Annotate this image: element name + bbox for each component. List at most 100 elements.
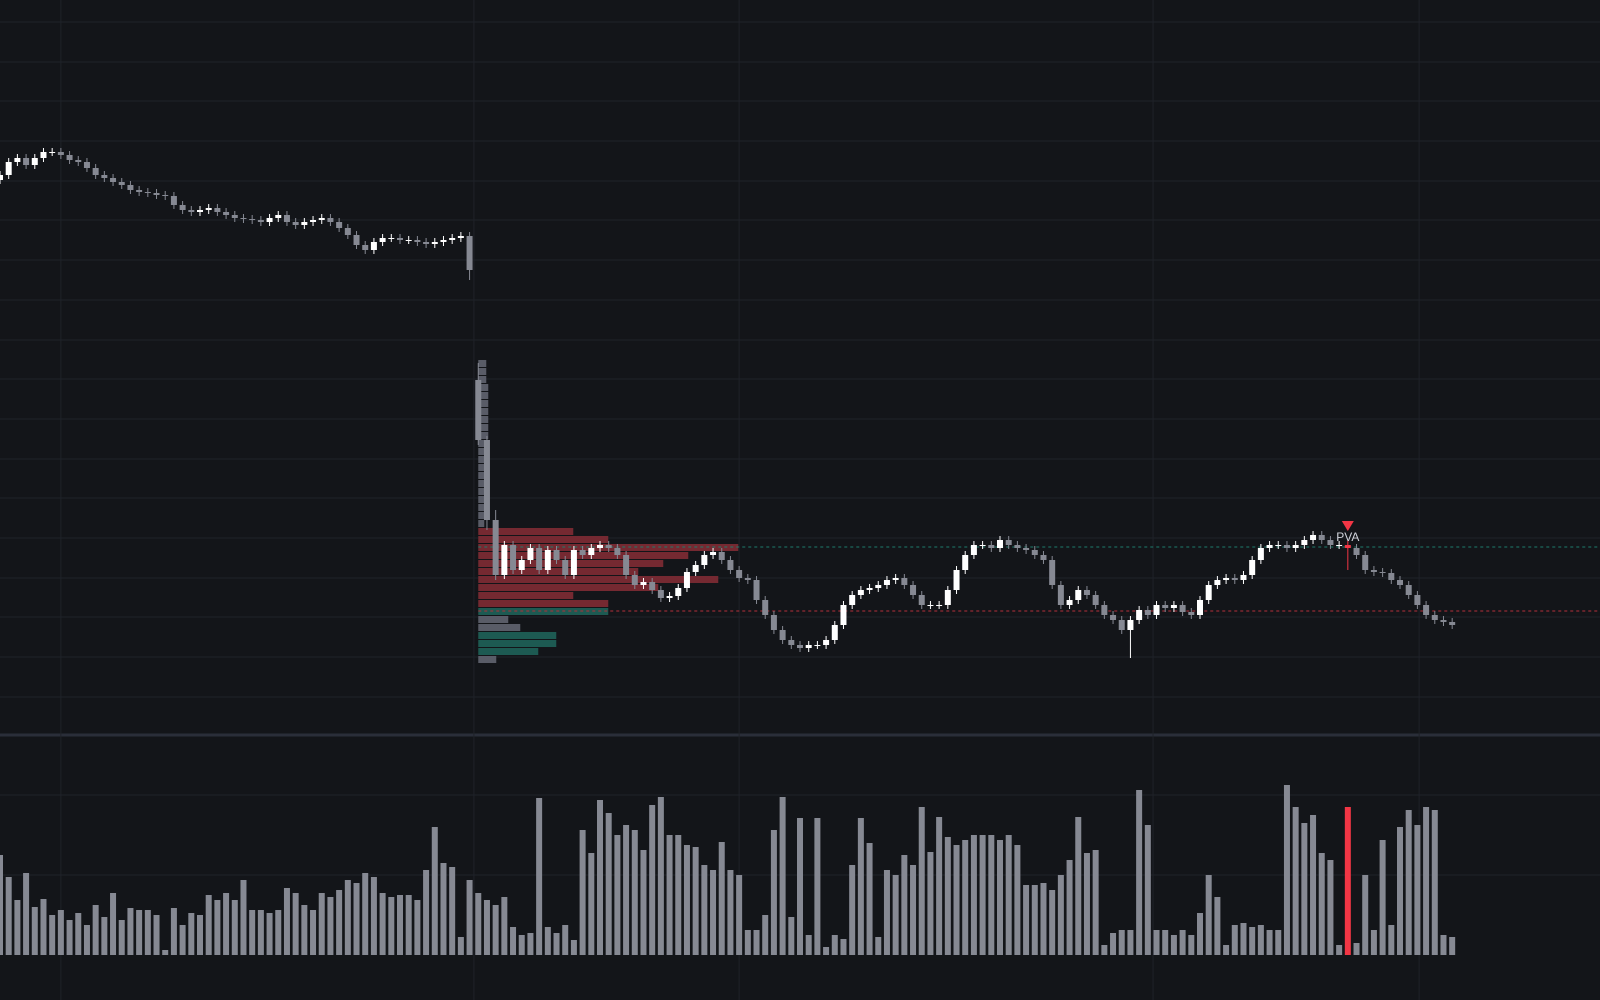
volume-bar bbox=[449, 867, 456, 955]
volume-bar bbox=[1066, 860, 1073, 955]
candle-body bbox=[440, 240, 447, 242]
candle-body bbox=[92, 168, 99, 175]
volume-bar bbox=[257, 910, 264, 955]
candle-body bbox=[1040, 555, 1047, 560]
profile-row bbox=[478, 648, 539, 655]
candle-body bbox=[570, 550, 577, 575]
candle-body bbox=[83, 162, 90, 168]
volume-bar bbox=[762, 915, 769, 955]
candle-body bbox=[892, 578, 899, 580]
volume-bar bbox=[901, 855, 908, 955]
candle-body bbox=[57, 152, 64, 155]
candle-body bbox=[857, 590, 864, 595]
profile-row bbox=[478, 520, 485, 527]
volume-bar bbox=[310, 910, 317, 955]
candle-body bbox=[1257, 548, 1264, 560]
candle-body bbox=[944, 590, 951, 605]
volume-bar bbox=[362, 873, 369, 955]
volume-bar bbox=[883, 870, 890, 955]
candle-body bbox=[1144, 610, 1151, 615]
volume-bar bbox=[292, 893, 299, 955]
volume-bar bbox=[675, 835, 682, 955]
candle-body bbox=[805, 645, 812, 648]
volume-bar bbox=[927, 852, 934, 955]
volume-bar bbox=[1057, 875, 1064, 955]
candle-body bbox=[527, 548, 534, 560]
candle-body bbox=[666, 596, 673, 598]
volume-bar bbox=[414, 900, 421, 955]
candle-body bbox=[14, 158, 21, 162]
candle-body bbox=[1162, 605, 1169, 608]
candle-body bbox=[979, 545, 986, 546]
volume-bar bbox=[92, 905, 99, 955]
profile-row bbox=[478, 608, 609, 615]
profile-row bbox=[478, 432, 489, 439]
candle-body bbox=[318, 218, 325, 220]
volume-bar bbox=[162, 950, 169, 955]
profile-row bbox=[478, 464, 487, 471]
candle-body bbox=[353, 235, 360, 245]
candle-body bbox=[1397, 580, 1403, 585]
candle-body bbox=[162, 195, 169, 196]
candle-body bbox=[779, 630, 786, 640]
candle-body bbox=[1136, 610, 1143, 620]
candle-body bbox=[1031, 550, 1038, 555]
volume-bar bbox=[1031, 885, 1038, 955]
candle-body bbox=[1179, 605, 1186, 612]
volume-bar bbox=[936, 817, 943, 955]
candle-body bbox=[23, 158, 30, 165]
volume-bar bbox=[188, 913, 195, 955]
candle-body bbox=[518, 560, 525, 570]
candle-body bbox=[883, 580, 890, 585]
candle-body bbox=[301, 222, 308, 225]
volume-bar bbox=[136, 910, 143, 955]
volume-bar bbox=[23, 873, 30, 955]
volume-bar bbox=[1110, 933, 1117, 955]
candle-body bbox=[927, 605, 934, 606]
volume-bar bbox=[1301, 823, 1308, 955]
candle-body bbox=[327, 218, 334, 222]
candle-body bbox=[31, 158, 38, 165]
profile-row bbox=[478, 536, 609, 543]
candle-body bbox=[657, 590, 664, 598]
candle-body bbox=[1188, 612, 1195, 615]
volume-bar bbox=[544, 927, 551, 955]
candle-body bbox=[544, 550, 551, 570]
volume-bar bbox=[736, 875, 743, 955]
candle-body bbox=[1283, 545, 1290, 548]
profile-row bbox=[478, 576, 719, 583]
candle-body bbox=[866, 588, 873, 590]
candle-body bbox=[223, 212, 230, 215]
profile-row bbox=[478, 392, 489, 399]
volume-bar bbox=[1101, 945, 1108, 955]
volume-bar bbox=[144, 910, 151, 955]
candle-body bbox=[118, 182, 125, 185]
volume-bar bbox=[666, 835, 673, 955]
candle-body bbox=[231, 215, 238, 218]
volume-bar bbox=[579, 830, 586, 955]
volume-bar bbox=[275, 910, 282, 955]
volume-bar bbox=[14, 900, 21, 955]
volume-bar bbox=[153, 915, 160, 955]
volume-bar bbox=[475, 893, 482, 955]
volume-bar bbox=[823, 947, 830, 955]
volume-bar bbox=[744, 930, 751, 955]
candle-body bbox=[744, 578, 751, 580]
candle-body bbox=[1449, 622, 1456, 625]
candle-body bbox=[614, 548, 621, 555]
volume-bar bbox=[336, 890, 343, 955]
profile-row bbox=[478, 424, 489, 431]
candle-body bbox=[1153, 605, 1160, 615]
volume-bar bbox=[657, 797, 664, 955]
candle-body bbox=[701, 555, 708, 565]
candle-body bbox=[179, 205, 186, 210]
candle-body bbox=[849, 595, 856, 605]
volume-bar bbox=[840, 939, 847, 955]
candle-body bbox=[110, 178, 117, 182]
candle-body bbox=[875, 585, 882, 588]
candle-body bbox=[649, 582, 656, 590]
volume-bar bbox=[197, 915, 203, 955]
candle-body bbox=[1327, 540, 1334, 545]
candle-body bbox=[510, 545, 517, 570]
volume-bar bbox=[40, 899, 47, 955]
